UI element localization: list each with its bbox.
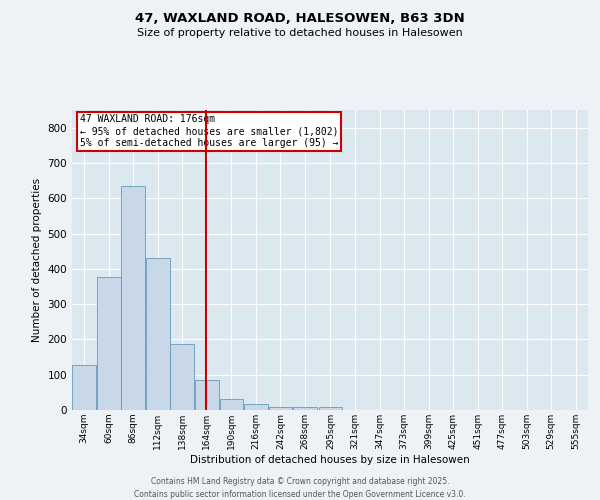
Bar <box>73 365 96 410</box>
Bar <box>97 276 121 410</box>
Bar <box>244 404 268 410</box>
Text: 47, WAXLAND ROAD, HALESOWEN, B63 3DN: 47, WAXLAND ROAD, HALESOWEN, B63 3DN <box>135 12 465 26</box>
Text: Contains public sector information licensed under the Open Government Licence v3: Contains public sector information licen… <box>134 490 466 499</box>
Text: Contains HM Land Registry data © Crown copyright and database right 2025.: Contains HM Land Registry data © Crown c… <box>151 478 449 486</box>
Text: Size of property relative to detached houses in Halesowen: Size of property relative to detached ho… <box>137 28 463 38</box>
Text: 47 WAXLAND ROAD: 176sqm
← 95% of detached houses are smaller (1,802)
5% of semi-: 47 WAXLAND ROAD: 176sqm ← 95% of detache… <box>80 114 338 148</box>
Bar <box>269 407 292 410</box>
Bar <box>319 407 343 410</box>
Bar <box>170 344 194 410</box>
Bar <box>195 380 219 410</box>
X-axis label: Distribution of detached houses by size in Halesowen: Distribution of detached houses by size … <box>190 454 470 464</box>
Y-axis label: Number of detached properties: Number of detached properties <box>32 178 42 342</box>
Bar <box>220 398 244 410</box>
Bar <box>121 186 145 410</box>
Bar <box>146 258 170 410</box>
Bar <box>293 407 317 410</box>
